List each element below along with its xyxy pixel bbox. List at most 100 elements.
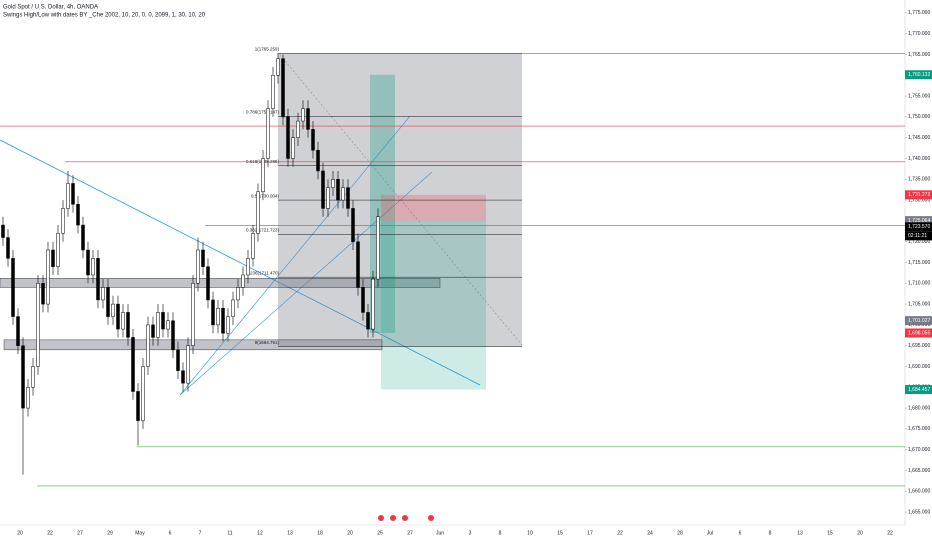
fib-label: 1(1765.259) bbox=[255, 47, 280, 52]
candle-body bbox=[71, 183, 75, 205]
x-tick-label: 13 bbox=[797, 530, 803, 536]
candle-body bbox=[126, 312, 130, 338]
candle-body bbox=[1, 224, 5, 238]
trend-line bbox=[0, 139, 481, 386]
candle-body bbox=[266, 108, 270, 159]
candle-body bbox=[106, 287, 110, 317]
y-tick-label: 1,750.000 bbox=[908, 114, 930, 120]
y-tick-label: 1,740.000 bbox=[908, 156, 930, 162]
y-tick-label: 1,700.000 bbox=[908, 322, 930, 328]
candle-body bbox=[151, 324, 155, 338]
candle-body bbox=[236, 287, 240, 301]
candle-body bbox=[206, 266, 210, 301]
candle-body bbox=[231, 299, 235, 317]
candle-body bbox=[131, 337, 135, 392]
y-tick-label: 1,720.000 bbox=[908, 239, 930, 245]
x-tick-label: 6 bbox=[169, 530, 172, 536]
candle-body bbox=[146, 324, 150, 367]
candle-body bbox=[311, 129, 315, 151]
candle-body bbox=[61, 208, 65, 234]
candle-body bbox=[81, 224, 85, 251]
price-label-bg bbox=[905, 328, 932, 338]
x-tick-label: 22 bbox=[617, 530, 623, 536]
x-tick-label: 27 bbox=[407, 530, 413, 536]
x-tick-label: 27 bbox=[77, 530, 83, 536]
fib-label: 0.382(1721.723) bbox=[246, 228, 280, 233]
y-tick-label: 1,710.000 bbox=[908, 281, 930, 287]
fib-label: 0.786(1750.147) bbox=[246, 109, 280, 114]
candle-body bbox=[341, 187, 345, 201]
x-tick-label: 15 bbox=[827, 530, 833, 536]
x-tick-label: 20 bbox=[347, 530, 353, 536]
candle-body bbox=[156, 312, 160, 338]
price-label-bg bbox=[905, 190, 932, 200]
candle-body bbox=[91, 258, 95, 276]
candle-body bbox=[111, 303, 115, 317]
candle-body bbox=[356, 241, 360, 288]
candle-body bbox=[41, 283, 45, 305]
chart-title: Gold Spot / U.S. Dollar, 4h, OANDA bbox=[3, 5, 98, 11]
candle-body bbox=[281, 58, 285, 118]
candle-body bbox=[241, 274, 245, 288]
profit-zone bbox=[381, 220, 486, 390]
candle-body bbox=[211, 299, 215, 326]
fib-label: 0.236(1711.470) bbox=[246, 270, 279, 275]
candle-body bbox=[161, 312, 165, 330]
indicator-title: Swings High/Low with dates BY _Che 2002,… bbox=[3, 13, 206, 19]
y-tick-label: 1,665.000 bbox=[908, 468, 930, 474]
x-tick-label: 8 bbox=[499, 530, 502, 536]
event-icons bbox=[378, 515, 434, 521]
countdown: 02:11:21 bbox=[908, 233, 927, 239]
candle-body bbox=[376, 216, 380, 280]
price-label-bg bbox=[905, 222, 932, 232]
y-tick-label: 1,705.000 bbox=[908, 301, 930, 307]
candle-body bbox=[116, 303, 120, 330]
candle-body bbox=[181, 370, 185, 384]
x-tick-label: 22 bbox=[47, 530, 53, 536]
candle-body bbox=[276, 58, 280, 76]
candle-body bbox=[271, 75, 275, 109]
y-tick-label: 1,680.000 bbox=[908, 405, 930, 411]
y-tick-label: 1,695.000 bbox=[908, 343, 930, 349]
y-tick-label: 1,715.000 bbox=[908, 260, 930, 266]
candle-body bbox=[166, 320, 170, 330]
price-label: 1,725.064 bbox=[908, 218, 930, 224]
stop-zone bbox=[381, 194, 486, 221]
candle-body bbox=[171, 320, 175, 351]
x-tick-label: 13 bbox=[287, 530, 293, 536]
candle-body bbox=[141, 366, 145, 421]
candle-body bbox=[96, 258, 100, 301]
candle-body bbox=[221, 308, 225, 334]
trend-line bbox=[179, 171, 433, 396]
x-tick-label: 8 bbox=[769, 530, 772, 536]
y-tick-label: 1,775.000 bbox=[908, 10, 930, 16]
candle-body bbox=[291, 137, 295, 159]
candle-body bbox=[121, 312, 125, 330]
y-tick-label: 1,675.000 bbox=[908, 426, 930, 432]
x-tick-label: 11 bbox=[227, 530, 232, 536]
x-tick-label: 10 bbox=[527, 530, 533, 536]
candle-body bbox=[226, 316, 230, 334]
candle-body bbox=[186, 345, 190, 384]
price-label: 1,701.027 bbox=[908, 318, 930, 324]
x-tick-label: 25 bbox=[377, 530, 383, 536]
price-label: 1,760.132 bbox=[908, 72, 930, 78]
candle-body bbox=[296, 120, 300, 138]
candle-body bbox=[56, 233, 60, 267]
x-tick-label: 3 bbox=[469, 530, 472, 536]
candle-body bbox=[51, 249, 55, 267]
candle-body bbox=[46, 249, 50, 305]
event-icon bbox=[390, 515, 396, 521]
price-label-bg bbox=[905, 316, 932, 326]
candle-body bbox=[361, 287, 365, 313]
event-icon bbox=[402, 515, 408, 521]
x-tick-label: 24 bbox=[647, 530, 653, 536]
y-tick-label: 1,745.000 bbox=[908, 135, 930, 141]
x-tick-label: 20 bbox=[17, 530, 23, 536]
event-icon bbox=[428, 515, 434, 521]
candle-body bbox=[261, 158, 265, 193]
y-tick-label: 1,670.000 bbox=[908, 447, 930, 453]
candle-body bbox=[331, 179, 335, 188]
y-tick-label: 1,660.000 bbox=[908, 489, 930, 495]
price-label: 1,723.570 bbox=[908, 224, 930, 230]
